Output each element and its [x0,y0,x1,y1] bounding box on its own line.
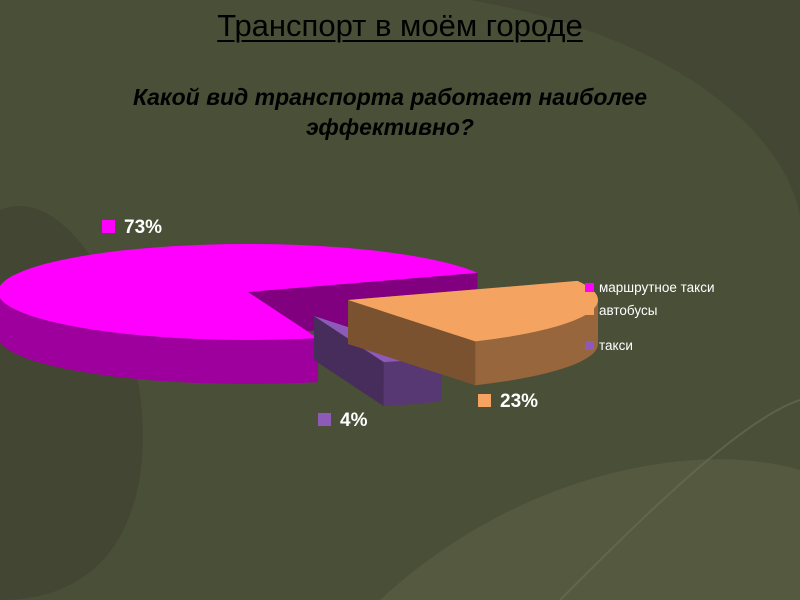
legend-item-taxi: такси [583,338,733,353]
slice-side [0,297,318,384]
legend-item-marshrutka: маршрутное такси [583,280,733,295]
legend-label: автобусы [599,303,658,318]
slide-title: Транспорт в моём городе [217,8,583,43]
legend-swatch-bus [585,306,594,315]
pie-slice-bus [348,280,599,386]
legend-label: маршрутное такси [599,280,715,295]
chart-legend: маршрутное такси автобусы такси [583,280,733,353]
data-label-marshrutka: 73% [124,217,162,238]
slice-top [0,244,478,340]
legend-swatch-marshrutka [585,283,594,292]
chart-question: Какой вид транспорта работает наиболее э… [133,84,647,140]
slice-top [348,280,599,342]
data-label-taxi: 4% [340,410,368,431]
data-label-swatch-bus [478,394,491,407]
data-label-bus: 23% [500,391,538,412]
legend-label: такси [599,338,633,353]
background-curve [559,399,800,600]
background-swirl-top [470,0,800,260]
slice-wall [348,300,476,386]
background-swirl-bottom [380,459,800,600]
legend-item-bus: автобусы [583,303,733,318]
slice-side [475,300,598,386]
legend-swatch-taxi [585,341,594,350]
data-label-swatch-marshrutka [102,220,115,233]
data-label-swatch-taxi [318,413,331,426]
slice-wall [314,316,384,407]
